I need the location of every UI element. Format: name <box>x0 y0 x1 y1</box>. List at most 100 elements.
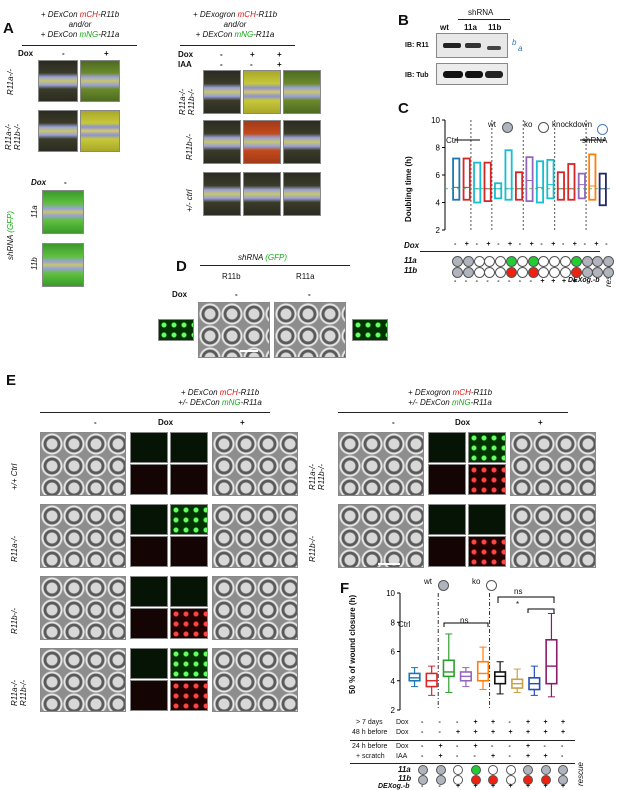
dexog-value: - <box>454 278 457 285</box>
cond-minus: - <box>392 418 395 427</box>
f-value: + <box>456 729 461 736</box>
dox-plus: + <box>104 49 109 58</box>
ctrl-label: Ctrl <box>398 620 411 629</box>
header-text: -R11b <box>237 388 260 397</box>
ns-label: ns <box>460 616 469 625</box>
condition-circle-icon <box>549 256 561 267</box>
condition-circle-icon <box>560 267 571 278</box>
condition-circle-icon <box>558 775 568 785</box>
condition-circle-icon <box>581 267 593 278</box>
row-label: +/+ Ctrl <box>10 463 19 490</box>
condition-circle-icon <box>418 765 428 775</box>
fluorescence-image <box>428 504 466 535</box>
f-value: - <box>508 743 511 750</box>
f-value: + <box>543 729 548 736</box>
dox-value: - <box>454 241 457 248</box>
condition-circle-icon <box>527 267 539 278</box>
panel-label-f: F <box>340 580 350 597</box>
header-text: + DExCon <box>40 30 80 39</box>
condition-circle-icon <box>470 765 481 775</box>
mch-label: mCH <box>79 10 98 19</box>
f-value: + <box>473 719 478 726</box>
box <box>567 163 576 201</box>
fluorescence-image <box>130 608 168 639</box>
fluorescence-image <box>130 536 168 567</box>
panel-label-a: A <box>3 20 14 37</box>
dox-minus: - <box>220 50 223 59</box>
mng-label: mNG <box>451 398 471 407</box>
band <box>443 43 461 48</box>
box <box>504 149 513 201</box>
divider <box>22 45 137 46</box>
fluorescence-image <box>170 536 208 567</box>
dexog-value: + <box>572 278 577 285</box>
condition-circle-icon <box>495 256 507 267</box>
dox-value: + <box>551 241 556 248</box>
dox-plus: + <box>277 50 282 59</box>
microscopy-image <box>212 432 298 496</box>
dexog-value: - <box>464 278 468 285</box>
fluorescence-image <box>170 680 208 711</box>
dox-label: Dox <box>31 178 47 187</box>
panelE-left-header: + DExCon mCH-R11b +/- DExCon mNG-R11a <box>140 388 300 408</box>
legend-ko: ko <box>524 120 533 129</box>
mng-label: mNG <box>79 30 99 39</box>
f-value: + <box>543 719 548 726</box>
f-value: + <box>526 729 531 736</box>
header-text: -R11b <box>255 10 278 19</box>
condition-circle-icon <box>505 775 516 785</box>
condition-circle-icon <box>558 765 568 775</box>
star-bracket <box>527 608 555 613</box>
dexog-value: - <box>529 278 532 285</box>
panelE-right-header: + DExogron mCH-R11b +/- DExCon mNG-R11a <box>360 388 540 408</box>
fluorescence-image <box>468 432 506 463</box>
dexog-value: + <box>456 783 461 790</box>
shrna-text: shRNA <box>6 234 15 260</box>
and-or-label: and/or <box>68 20 92 29</box>
dox-minus: - <box>235 290 238 299</box>
lane-label: wt <box>440 23 449 32</box>
ko-circle-icon <box>486 580 497 591</box>
f-value: + <box>473 729 478 736</box>
shrna-text: shRNA <box>238 253 266 262</box>
band-b-label: b <box>512 38 517 47</box>
f-value: - <box>491 743 494 750</box>
row-label: R11a-/- <box>10 535 19 562</box>
dexog-value: - <box>518 278 522 285</box>
iaa-label: IAA <box>178 60 192 69</box>
condition-circle-icon <box>523 765 533 775</box>
cond-plus: + <box>538 418 543 427</box>
fluorescence-image <box>468 464 506 495</box>
dox-value: + <box>464 241 469 248</box>
scale-bar <box>240 350 258 352</box>
divider <box>350 763 575 764</box>
box <box>577 172 586 200</box>
f-cond-label: Dox <box>396 719 409 726</box>
condition-circle-icon <box>505 765 516 775</box>
f-value: + <box>491 729 496 736</box>
box <box>442 659 455 678</box>
iaa-minus: - <box>220 60 223 69</box>
wound-image <box>80 60 120 102</box>
wound-image <box>38 60 78 102</box>
condition-circle-icon <box>488 765 498 775</box>
mch-label: mCH <box>452 388 471 397</box>
ns-bracket <box>443 622 489 627</box>
divider <box>40 412 270 413</box>
panel-label-d: D <box>176 258 187 275</box>
dexog-value: - <box>421 783 424 790</box>
dexog-value: + <box>526 783 531 790</box>
gene-row-label: DEXog.-b <box>378 783 410 790</box>
header-text: -R11a <box>470 398 492 407</box>
gfp-inset-image <box>352 319 388 341</box>
f-row-label: + scratch <box>356 753 385 760</box>
ko-circle-icon <box>538 122 549 133</box>
y-tick-label: 8 <box>436 144 441 153</box>
y-axis-label: Doubling time (h) <box>404 156 413 222</box>
f-value: - <box>508 753 511 760</box>
fluorescence-image <box>130 576 168 607</box>
condition-circle-icon <box>435 765 446 775</box>
f-value: + <box>561 719 566 726</box>
microscopy-image <box>338 504 424 568</box>
shrna-axis-label: shRNA (GFP) <box>6 211 15 260</box>
